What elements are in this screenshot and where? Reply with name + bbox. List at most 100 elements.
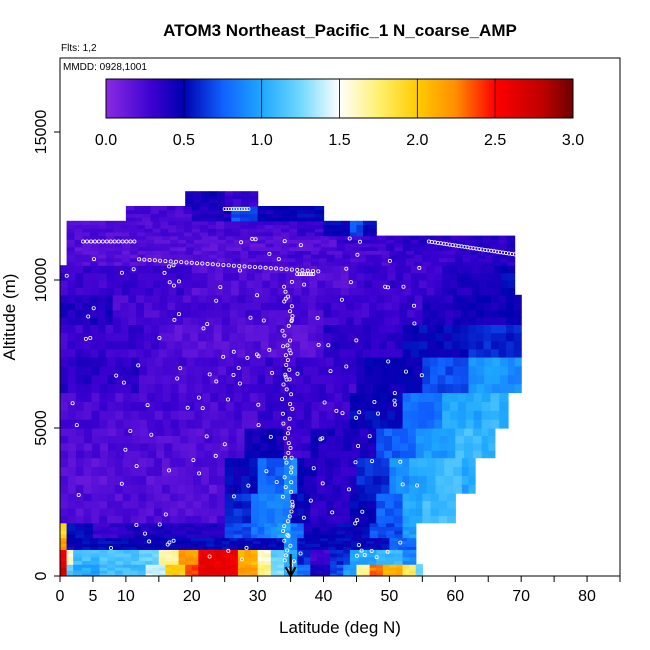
heatmap-cell <box>415 570 423 574</box>
heatmap-cell <box>474 243 484 248</box>
heatmap-cell <box>391 302 401 311</box>
heatmap-cell <box>74 543 83 547</box>
heatmap-cell <box>386 522 395 528</box>
heatmap-cell <box>272 231 282 237</box>
heatmap-cell <box>90 573 101 576</box>
heatmap-cell <box>303 374 312 385</box>
heatmap-cell <box>216 220 225 226</box>
heatmap-cell <box>422 261 432 266</box>
heatmap-cell <box>145 287 154 296</box>
heatmap-cell <box>323 553 331 558</box>
heatmap-cell <box>501 280 509 288</box>
heatmap-cell <box>154 457 163 468</box>
heatmap-cell <box>158 567 167 571</box>
heatmap-cell <box>265 243 275 248</box>
heatmap-cell <box>303 250 312 255</box>
heatmap-cell <box>274 507 284 516</box>
sample-point <box>305 268 310 273</box>
heatmap-cell <box>201 475 210 485</box>
heatmap-cell <box>76 428 85 436</box>
heatmap-cell <box>330 549 338 554</box>
heatmap-cell <box>427 324 437 334</box>
heatmap-cell <box>130 567 139 571</box>
heatmap-cell <box>472 450 483 459</box>
heatmap-cell <box>237 317 247 325</box>
heatmap-cell <box>215 265 224 274</box>
heatmap-cell <box>387 280 396 288</box>
heatmap-cell <box>356 356 366 367</box>
heatmap-cell <box>131 556 140 562</box>
sample-point <box>353 521 358 526</box>
heatmap-cell <box>351 435 361 444</box>
heatmap-cell <box>395 419 404 429</box>
heatmap-cell <box>175 546 184 550</box>
heatmap-cell <box>334 254 343 259</box>
heatmap-cell <box>83 484 92 494</box>
heatmap-cell <box>275 475 285 485</box>
latitude-marker-arrow <box>284 554 297 579</box>
sample-point <box>168 259 173 264</box>
heatmap-cell <box>377 235 387 240</box>
heatmap-cell <box>74 243 84 248</box>
sample-point <box>285 532 290 537</box>
heatmap-cell <box>233 522 243 528</box>
sample-point <box>295 267 300 272</box>
heatmap-cell <box>402 500 410 509</box>
heatmap-cell <box>167 317 176 325</box>
heatmap-cell <box>324 457 334 468</box>
heatmap-cell <box>397 374 407 385</box>
heatmap-cell <box>114 466 124 476</box>
heatmap-cell <box>191 206 201 211</box>
heatmap-cell <box>439 450 448 459</box>
heatmap-cell <box>66 570 74 574</box>
heatmap-cell <box>514 383 522 394</box>
heatmap-cell <box>163 526 173 531</box>
heatmap-cell <box>368 450 377 459</box>
heatmap-cell <box>423 442 433 451</box>
sample-point <box>267 347 272 352</box>
heatmap-cell <box>68 442 77 451</box>
heatmap-cell <box>242 507 252 516</box>
heatmap-cell <box>145 570 153 574</box>
sample-point <box>268 434 273 439</box>
sample-point <box>334 408 339 413</box>
heatmap-cell <box>162 246 171 251</box>
heatmap-cell <box>305 217 316 222</box>
heatmap-cell <box>153 250 163 255</box>
heatmap-cell <box>134 213 143 218</box>
heatmap-cell <box>230 280 240 288</box>
heatmap-cell <box>331 340 340 350</box>
heatmap-cell <box>389 356 399 367</box>
heatmap-cell <box>144 220 154 226</box>
sample-point <box>280 328 285 333</box>
heatmap-cell <box>405 383 415 394</box>
heatmap-cell <box>343 553 351 558</box>
heatmap-cell <box>407 294 416 303</box>
heatmap-cell <box>284 522 292 528</box>
heatmap-cell <box>160 228 169 233</box>
heatmap-cell <box>244 573 252 576</box>
heatmap-cell <box>128 540 138 545</box>
heatmap-cell <box>268 348 278 358</box>
heatmap-cell <box>450 392 459 402</box>
heatmap-cell <box>223 213 232 218</box>
heatmap-cell <box>393 553 404 558</box>
heatmap-cell <box>284 309 293 318</box>
heatmap-cell <box>288 365 297 376</box>
heatmap-cell <box>453 383 462 394</box>
heatmap-cell <box>336 556 344 562</box>
sample-point <box>166 468 171 473</box>
heatmap-cell <box>251 570 259 574</box>
heatmap-cell <box>316 484 326 494</box>
heatmap-cell <box>386 533 395 539</box>
heatmap-cell <box>361 522 371 528</box>
heatmap-cell <box>347 324 356 334</box>
heatmap-cell <box>468 294 477 303</box>
heatmap-cell <box>226 356 235 367</box>
heatmap-cell <box>198 573 207 576</box>
heatmap-cell <box>151 317 161 325</box>
x-tick-label: 5 <box>88 588 97 605</box>
heatmap-cell <box>202 356 211 367</box>
heatmap-cell <box>156 442 165 451</box>
heatmap-cell <box>320 540 329 545</box>
